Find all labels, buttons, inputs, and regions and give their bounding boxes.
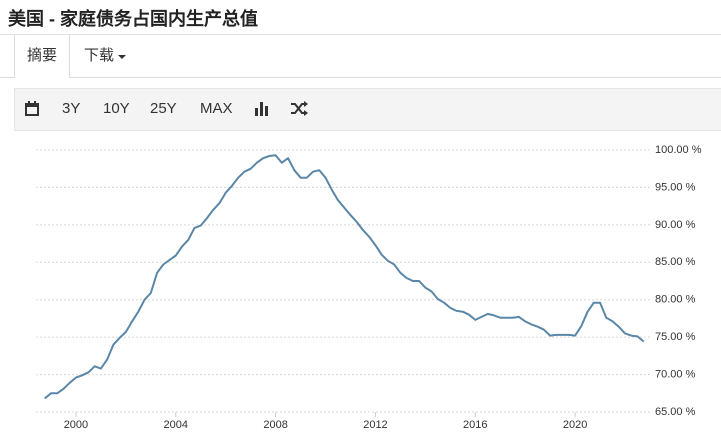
tab-label[interactable]: 下载: [84, 47, 115, 64]
chart: 65.00 % 70.00 % 75.00 % 80.00 % 85.00 % 90.00…: [36, 144, 702, 431]
x-tick-label: 2000: [64, 419, 88, 431]
range-button[interactable]: 3Y: [62, 100, 81, 117]
range-button[interactable]: MAX: [200, 100, 233, 117]
y-tick-label: 75.00 %: [655, 331, 696, 343]
x-tick-label: 2016: [463, 419, 487, 431]
x-tick-label: 2004: [164, 419, 188, 431]
y-tick-label: 90.00 %: [655, 219, 696, 231]
y-tick-label: 70.00 %: [655, 368, 696, 380]
calendar-icon[interactable]: [25, 101, 39, 116]
y-tick-label: 100.00 %: [655, 144, 702, 156]
toolbar: 3Y 10Y 25Y MAX: [14, 88, 721, 131]
y-tick-label: 80.00 %: [655, 294, 696, 306]
data-line: [44, 154, 645, 400]
y-tick-label: 85.00 %: [655, 256, 696, 268]
tab[interactable]: 摘要: [14, 35, 70, 78]
y-tick-label: 65.00 %: [655, 406, 696, 418]
x-tick-label: 2012: [363, 419, 387, 431]
bar-chart-icon[interactable]: [255, 101, 269, 116]
y-tick-label: 95.00 %: [655, 181, 696, 193]
shuffle-icon[interactable]: [291, 101, 308, 116]
x-tick-label: 2008: [263, 419, 287, 431]
caret: [118, 55, 127, 59]
title-bar: 美国 - 家庭债务占国内生产总值: [0, 0, 721, 35]
range-button[interactable]: 25Y: [150, 100, 177, 117]
tab[interactable]: 下载: [84, 35, 127, 77]
tabs: 摘要 下载: [0, 35, 721, 78]
page-title: 美国 - 家庭债务占国内生产总值: [8, 9, 258, 29]
range-button[interactable]: 10Y: [103, 100, 130, 117]
x-tick-label: 2020: [563, 419, 587, 431]
